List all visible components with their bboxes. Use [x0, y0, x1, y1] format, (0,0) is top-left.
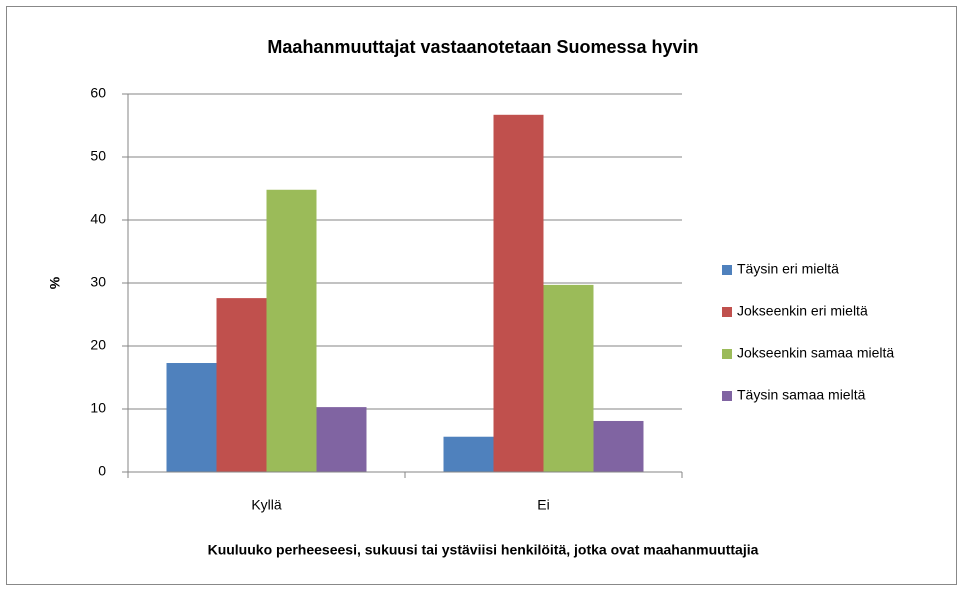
bar [316, 407, 367, 472]
x-axis-label: Kuuluuko perheeseesi, sukuusi tai ystävi… [208, 542, 759, 558]
y-tick-label: 10 [90, 400, 106, 416]
legend-swatch [722, 391, 732, 401]
bar [266, 189, 317, 472]
x-tick-label: Kyllä [251, 497, 282, 513]
chart-title: Maahanmuuttajat vastaanotetaan Suomessa … [267, 37, 698, 57]
y-tick-label: 0 [98, 463, 106, 479]
bar [543, 284, 594, 472]
legend-swatch [722, 349, 732, 359]
legend-swatch [722, 307, 732, 317]
x-tick-label: Ei [537, 497, 549, 513]
y-tick-label: 50 [90, 148, 106, 164]
bar [216, 298, 267, 472]
legend-label: Jokseenkin samaa mieltä [737, 345, 894, 361]
y-tick-label: 20 [90, 337, 106, 353]
y-axis-label: % [47, 276, 63, 289]
legend-label: Jokseenkin eri mieltä [737, 303, 868, 319]
legend-label: Täysin samaa mieltä [737, 387, 866, 403]
bar [166, 363, 217, 472]
bar [443, 436, 494, 472]
y-tick-label: 30 [90, 274, 106, 290]
y-tick-label: 40 [90, 211, 106, 227]
bar [593, 420, 644, 472]
legend-label: Täysin eri mieltä [737, 261, 839, 277]
chart-border [6, 6, 957, 585]
legend-swatch [722, 265, 732, 275]
bar [493, 114, 544, 472]
y-tick-label: 60 [90, 85, 106, 101]
